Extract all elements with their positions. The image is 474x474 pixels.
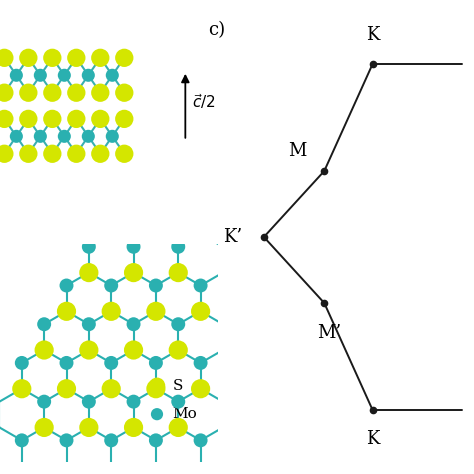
Circle shape: [79, 418, 99, 437]
Circle shape: [91, 49, 109, 67]
Circle shape: [10, 130, 23, 143]
Text: $\vec{c}/2$: $\vec{c}/2$: [192, 92, 215, 111]
Circle shape: [35, 418, 54, 437]
Circle shape: [193, 279, 208, 292]
Circle shape: [67, 109, 85, 128]
Circle shape: [149, 356, 163, 370]
Circle shape: [193, 433, 208, 447]
Circle shape: [106, 69, 119, 82]
Circle shape: [115, 49, 134, 67]
Circle shape: [127, 240, 140, 254]
Circle shape: [19, 109, 37, 128]
Circle shape: [15, 356, 29, 370]
Circle shape: [60, 433, 73, 447]
Circle shape: [171, 240, 185, 254]
Circle shape: [57, 302, 76, 321]
Circle shape: [43, 83, 62, 102]
Circle shape: [58, 130, 71, 143]
Circle shape: [191, 302, 210, 321]
Text: S: S: [172, 379, 182, 393]
Circle shape: [91, 83, 109, 102]
Circle shape: [91, 109, 109, 128]
Text: M: M: [289, 142, 307, 160]
Circle shape: [79, 263, 99, 282]
Circle shape: [104, 433, 118, 447]
Circle shape: [37, 395, 51, 409]
Circle shape: [19, 83, 37, 102]
Circle shape: [15, 433, 29, 447]
Circle shape: [34, 130, 47, 143]
Circle shape: [115, 145, 134, 163]
Circle shape: [191, 379, 210, 398]
Circle shape: [60, 356, 73, 370]
Circle shape: [0, 83, 14, 102]
Circle shape: [43, 145, 62, 163]
Circle shape: [127, 395, 140, 409]
Circle shape: [146, 379, 165, 398]
Text: c): c): [208, 21, 225, 39]
Circle shape: [169, 340, 188, 360]
Circle shape: [115, 109, 134, 128]
Circle shape: [91, 145, 109, 163]
Circle shape: [149, 279, 163, 292]
Circle shape: [82, 240, 96, 254]
Circle shape: [101, 379, 121, 398]
Circle shape: [106, 130, 119, 143]
Circle shape: [0, 145, 14, 163]
Circle shape: [60, 279, 73, 292]
Circle shape: [19, 145, 37, 163]
Circle shape: [104, 356, 118, 370]
Circle shape: [10, 69, 23, 82]
Circle shape: [104, 279, 118, 292]
Circle shape: [169, 263, 188, 282]
Circle shape: [115, 83, 134, 102]
Circle shape: [67, 145, 85, 163]
Text: Mo: Mo: [172, 407, 197, 421]
Circle shape: [34, 69, 47, 82]
Circle shape: [82, 395, 96, 409]
Circle shape: [82, 130, 95, 143]
Circle shape: [19, 49, 37, 67]
Circle shape: [0, 49, 14, 67]
Text: K’: K’: [223, 228, 242, 246]
Circle shape: [35, 340, 54, 360]
Circle shape: [82, 317, 96, 331]
Circle shape: [124, 418, 143, 437]
Circle shape: [171, 395, 185, 409]
Circle shape: [67, 83, 85, 102]
Circle shape: [57, 379, 76, 398]
Circle shape: [171, 317, 185, 331]
Circle shape: [58, 69, 71, 82]
Circle shape: [169, 418, 188, 437]
Circle shape: [149, 433, 163, 447]
Text: M’: M’: [317, 324, 341, 342]
Circle shape: [43, 109, 62, 128]
Circle shape: [0, 109, 14, 128]
Text: K: K: [366, 430, 379, 448]
Circle shape: [149, 378, 165, 394]
Circle shape: [82, 69, 95, 82]
Circle shape: [43, 49, 62, 67]
Circle shape: [101, 302, 121, 321]
Circle shape: [193, 356, 208, 370]
Circle shape: [124, 340, 143, 360]
Circle shape: [146, 302, 165, 321]
Text: K: K: [366, 26, 379, 44]
Circle shape: [79, 340, 99, 360]
Circle shape: [151, 408, 163, 420]
Circle shape: [124, 263, 143, 282]
Circle shape: [37, 317, 51, 331]
Circle shape: [127, 317, 140, 331]
Circle shape: [67, 49, 85, 67]
Circle shape: [12, 379, 31, 398]
